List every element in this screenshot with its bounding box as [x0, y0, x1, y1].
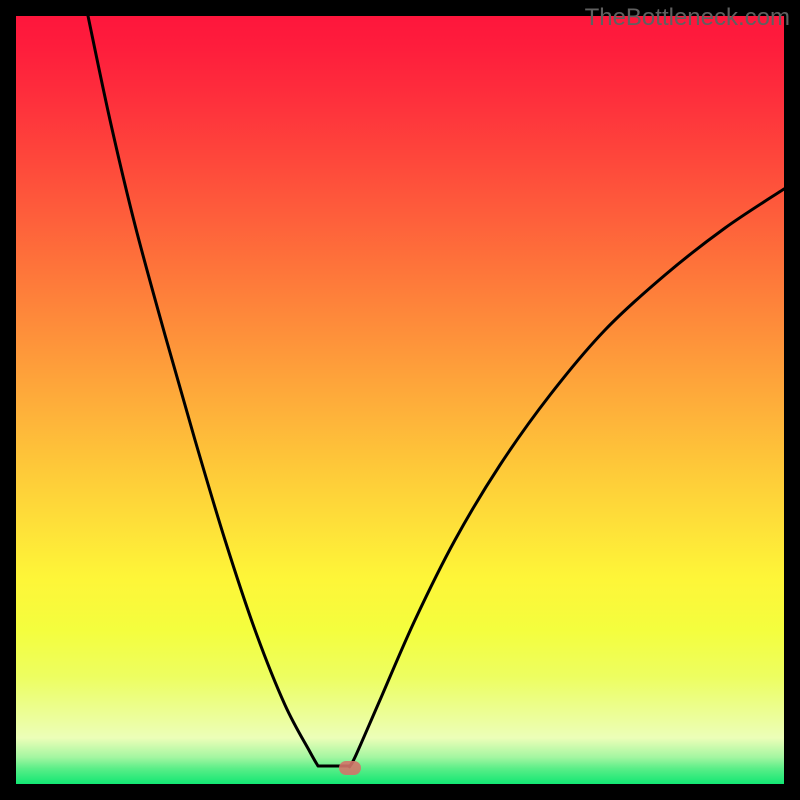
optimal-point-marker — [339, 761, 361, 775]
watermark-text: TheBottleneck.com — [585, 4, 790, 32]
chart-background-gradient — [16, 16, 784, 784]
bottleneck-chart-svg — [0, 0, 800, 800]
chart-container: TheBottleneck.com — [0, 0, 800, 800]
